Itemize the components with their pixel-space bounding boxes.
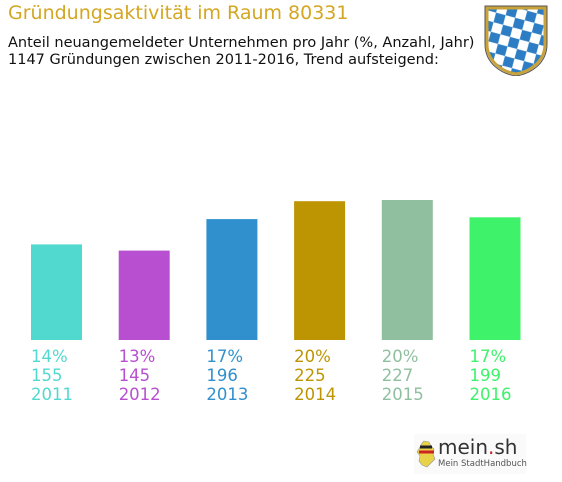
chart-title: Gründungsaktivität im Raum 80331 — [8, 2, 349, 24]
logo-text-main: mein — [438, 435, 489, 459]
logo-wordmark: mein.sh — [438, 435, 518, 459]
bar-label-group: 17% 196 2013 — [206, 347, 266, 404]
year-label: 2014 — [294, 385, 337, 404]
bar-label-group: 20% 225 2014 — [294, 347, 354, 404]
bar-2014 — [294, 201, 346, 340]
bar-label-group: 20% 227 2015 — [382, 347, 442, 404]
year-label: 2013 — [206, 385, 249, 404]
bavarian-crest-icon — [484, 5, 548, 76]
brand-logo: mein.sh Mein StadtHandbuch — [414, 434, 527, 474]
year-label: 2012 — [118, 385, 161, 404]
bar-label-group: 14% 155 2011 — [31, 347, 91, 404]
bar-label-group: 17% 199 2016 — [470, 347, 530, 404]
count-label: 196 — [206, 366, 238, 385]
germany-map-icon — [416, 440, 436, 468]
percent-label: 20% — [294, 347, 331, 366]
count-label: 227 — [381, 366, 414, 385]
bar-label-group: 13% 145 2012 — [119, 347, 179, 404]
logo-text-dot: . — [488, 435, 495, 459]
chart-summary: 1147 Gründungen zwischen 2011-2016, Tren… — [8, 52, 439, 68]
year-label: 2011 — [31, 385, 73, 404]
logo-text-suffix: sh — [494, 435, 518, 459]
count-label: 155 — [31, 366, 63, 385]
bar-2012 — [118, 250, 170, 340]
logo-tagline: Mein StadtHandbuch — [438, 459, 527, 469]
percent-label: 13% — [118, 347, 156, 366]
year-label: 2016 — [469, 385, 512, 404]
chart-subtitle: Anteil neuangemeldeter Unternehmen pro J… — [8, 35, 475, 51]
bar-2015 — [381, 200, 433, 340]
count-label: 145 — [118, 366, 151, 385]
count-label: 199 — [469, 366, 502, 385]
bar-2013 — [206, 219, 258, 340]
percent-label: 17% — [206, 347, 244, 366]
percent-label: 14% — [31, 347, 68, 366]
percent-label: 20% — [381, 347, 419, 366]
year-label: 2015 — [381, 385, 424, 404]
count-label: 225 — [294, 366, 326, 385]
bar-2016 — [469, 217, 521, 340]
percent-label: 17% — [469, 347, 507, 366]
bar-2011 — [31, 244, 82, 340]
